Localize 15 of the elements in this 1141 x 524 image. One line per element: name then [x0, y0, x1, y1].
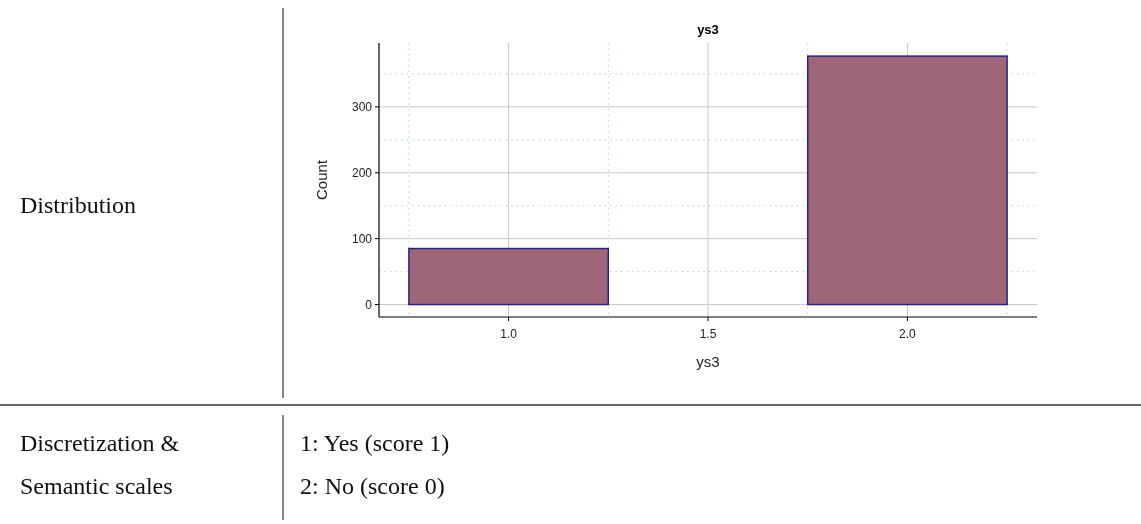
text: Distribution [20, 192, 137, 218]
y-tick-label: 300 [351, 99, 373, 114]
y-tick-label: 200 [351, 165, 373, 180]
text: Semantic scales [20, 473, 173, 499]
text: Discretization & [20, 430, 180, 456]
x-tick-label: 1.0 [500, 327, 518, 341]
chart-title: ys3 [697, 22, 719, 37]
y-tick-label: 100 [351, 231, 373, 246]
x-axis-title: ys3 [696, 353, 720, 370]
y-tick-label: 0 [365, 297, 373, 312]
text: 1: Yes (score 1) [300, 430, 450, 456]
x-tick-label: 1.5 [699, 327, 717, 341]
x-tick-label: 2.0 [899, 327, 917, 341]
text: 2: No (score 0) [300, 473, 445, 499]
y-axis-title: Count [313, 159, 330, 201]
